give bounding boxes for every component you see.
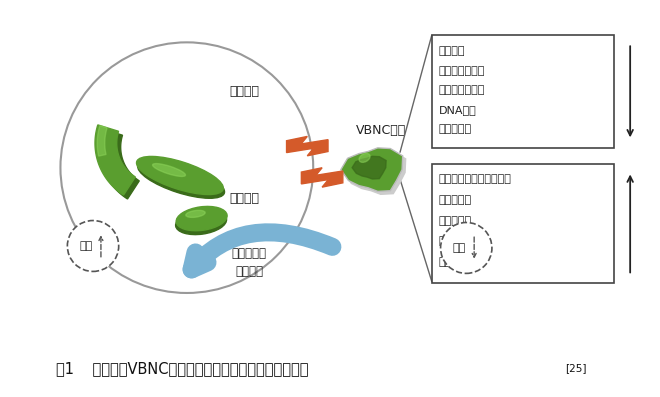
Text: 形状不规则: 形状不规则 bbox=[439, 195, 472, 205]
Text: 图1    细菌进入VBNC状态后形态、生理和毒力特征的变化: 图1 细菌进入VBNC状态后形态、生理和毒力特征的变化 bbox=[55, 361, 308, 376]
Ellipse shape bbox=[138, 160, 224, 198]
Text: 代谢和呼吸活动: 代谢和呼吸活动 bbox=[439, 85, 485, 95]
Polygon shape bbox=[286, 137, 328, 156]
Polygon shape bbox=[97, 125, 107, 156]
Text: 营养和物质运输: 营养和物质运输 bbox=[439, 66, 485, 76]
Text: 毒力: 毒力 bbox=[453, 243, 466, 253]
Polygon shape bbox=[344, 151, 406, 194]
Ellipse shape bbox=[186, 210, 205, 218]
Text: 给予适合的
条件复苏: 给予适合的 条件复苏 bbox=[232, 247, 267, 278]
Circle shape bbox=[61, 42, 314, 293]
Text: 环境刺激: 环境刺激 bbox=[229, 193, 259, 206]
Polygon shape bbox=[95, 125, 135, 195]
Text: 营养吸收能力: 营养吸收能力 bbox=[439, 256, 478, 267]
Ellipse shape bbox=[359, 153, 370, 162]
Polygon shape bbox=[302, 168, 343, 187]
Circle shape bbox=[441, 222, 492, 274]
Polygon shape bbox=[352, 156, 386, 179]
Ellipse shape bbox=[176, 210, 226, 235]
Text: 表面粗糙度: 表面粗糙度 bbox=[439, 216, 472, 225]
Polygon shape bbox=[99, 129, 139, 199]
Text: 毒力: 毒力 bbox=[79, 241, 93, 251]
Text: 细胞壁和细胞膜之间间隙: 细胞壁和细胞膜之间间隙 bbox=[439, 174, 512, 185]
Text: 细胞聚合: 细胞聚合 bbox=[439, 236, 465, 246]
Ellipse shape bbox=[137, 156, 223, 195]
Text: 主动诱导: 主动诱导 bbox=[229, 85, 259, 98]
FancyBboxPatch shape bbox=[432, 164, 614, 283]
Circle shape bbox=[67, 220, 119, 272]
FancyBboxPatch shape bbox=[432, 35, 614, 148]
Text: 细胞体积: 细胞体积 bbox=[439, 46, 465, 56]
Text: VBNC细胞: VBNC细胞 bbox=[356, 124, 407, 137]
Ellipse shape bbox=[152, 164, 185, 176]
Text: 蛋白质合成: 蛋白质合成 bbox=[439, 125, 472, 135]
Text: DNA复制: DNA复制 bbox=[439, 105, 477, 115]
Ellipse shape bbox=[176, 206, 227, 231]
Polygon shape bbox=[341, 148, 403, 191]
Text: [25]: [25] bbox=[565, 364, 587, 374]
